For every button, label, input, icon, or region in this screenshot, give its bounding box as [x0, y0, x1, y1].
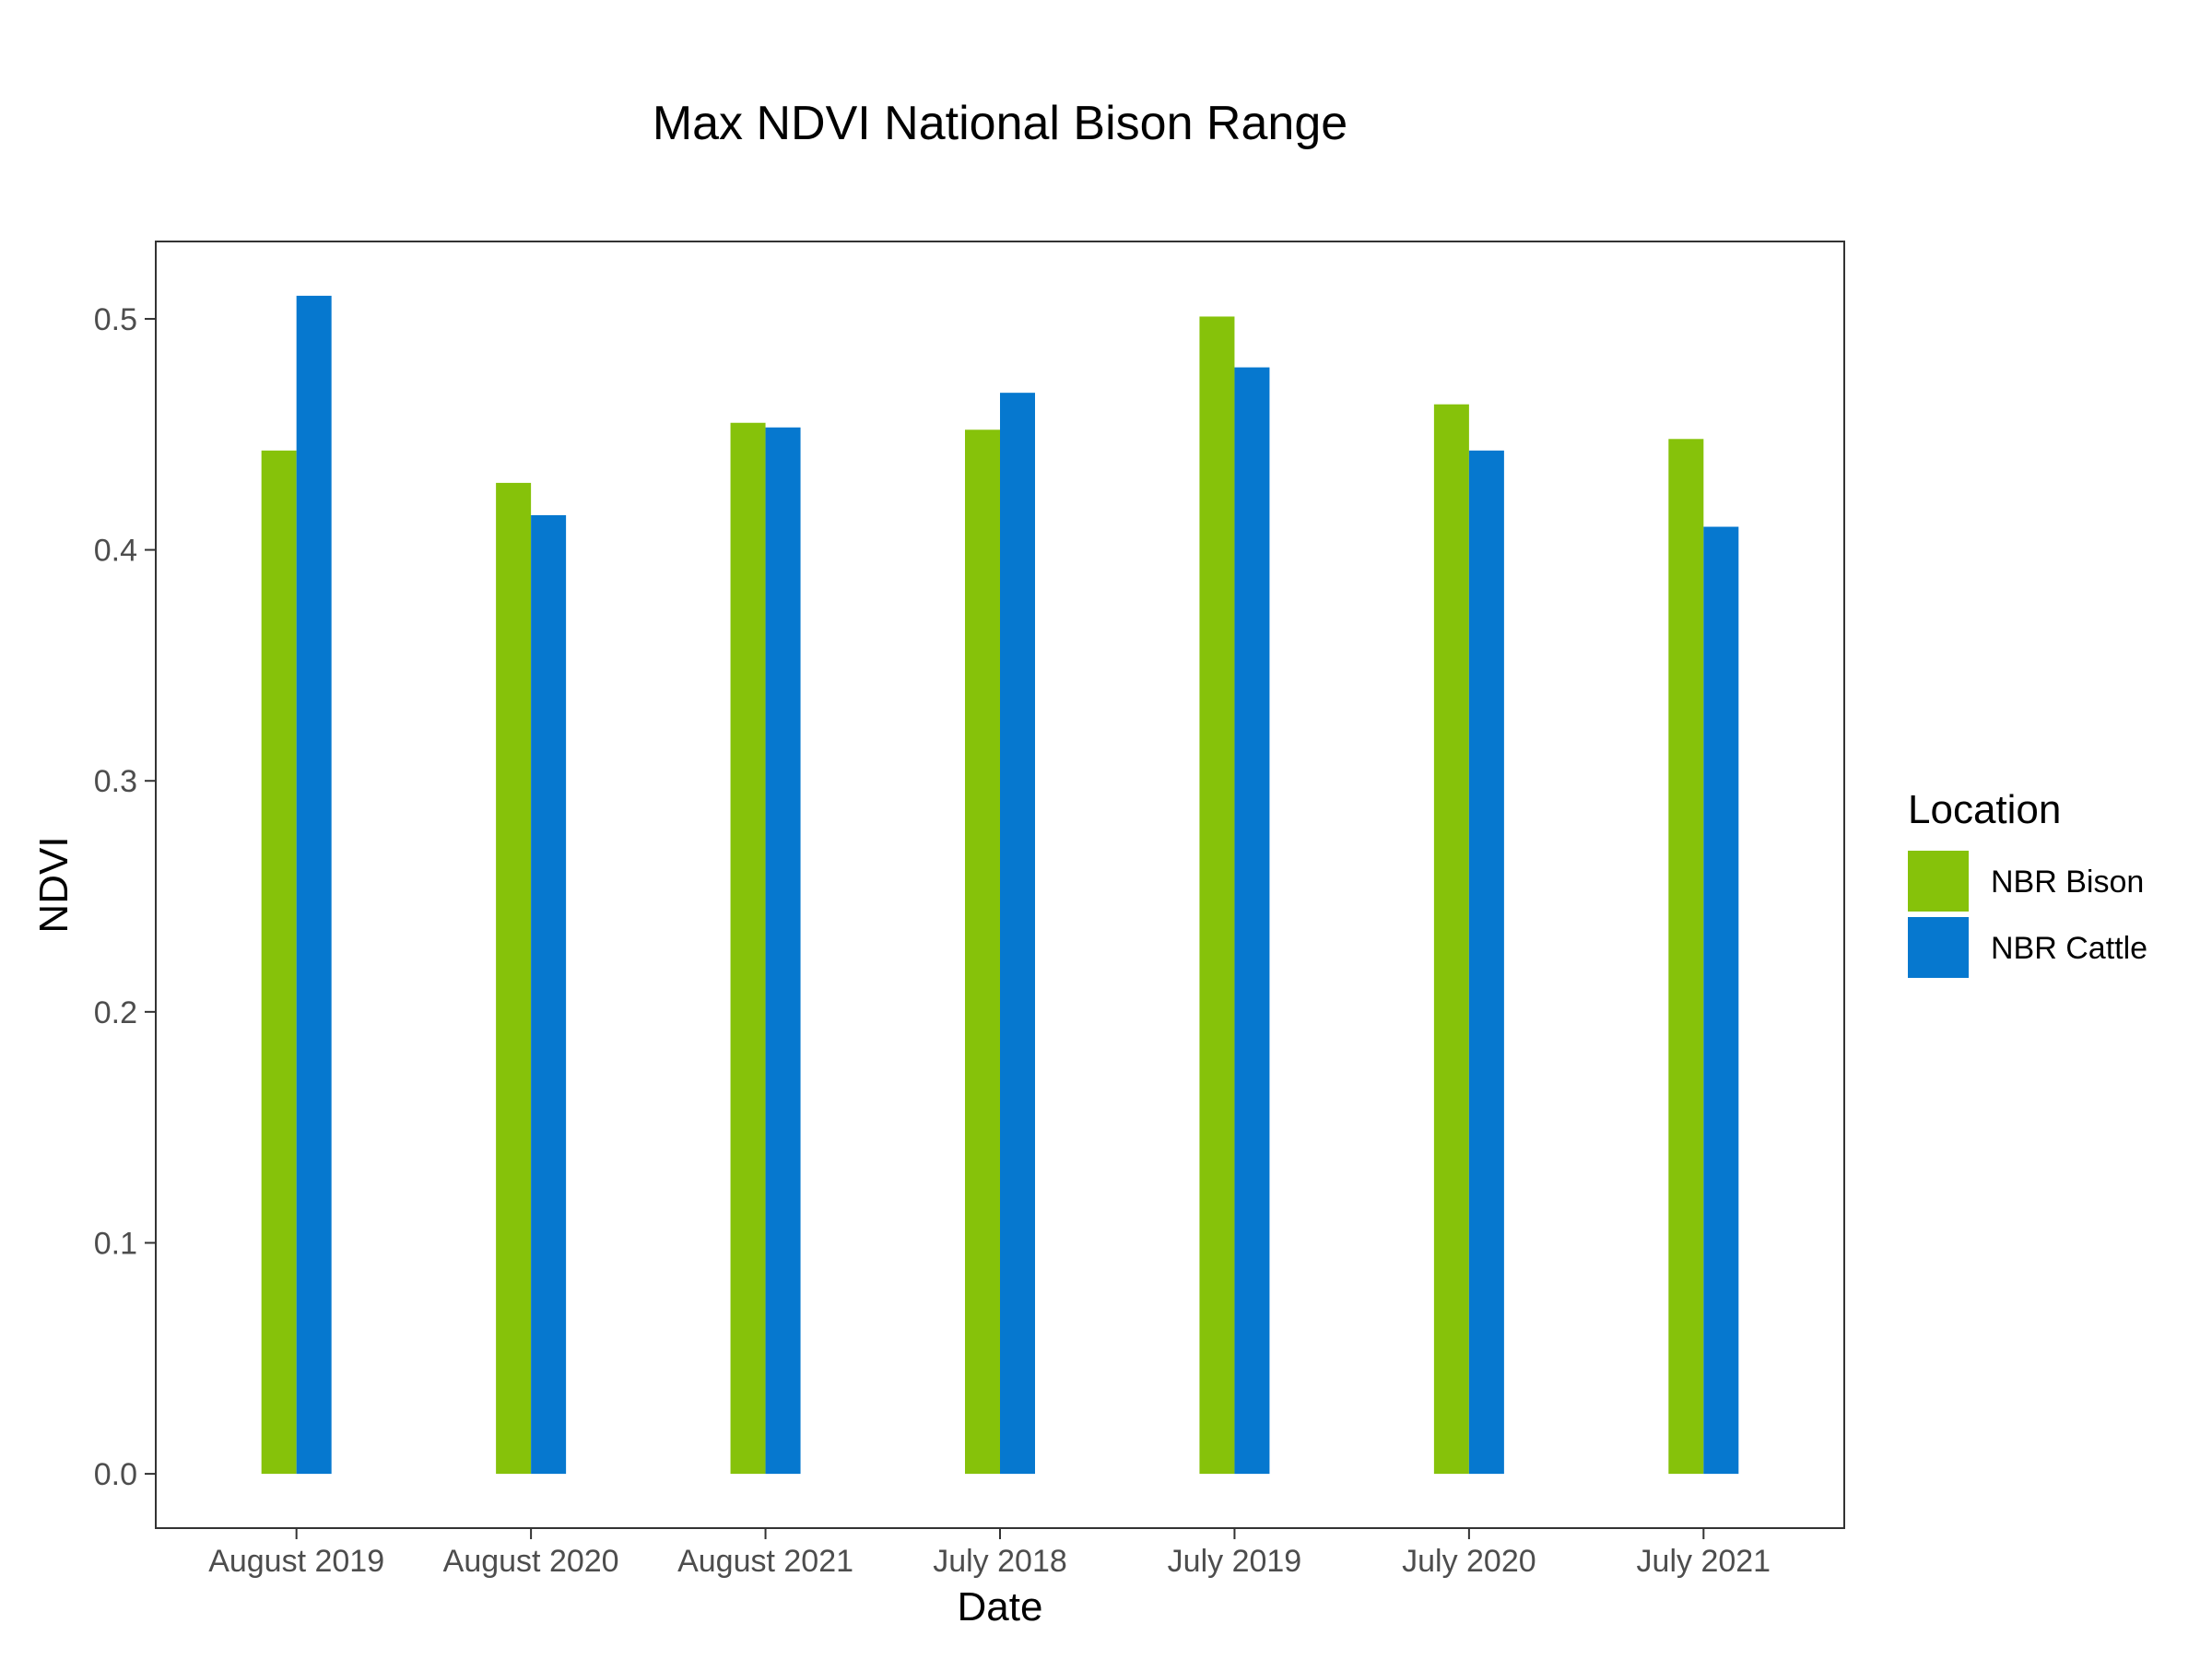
y-tick-label-3: 0.3: [94, 764, 137, 799]
x-tick-label-4: July 2019: [1168, 1544, 1302, 1579]
legend-swatch-0: [1908, 851, 1969, 912]
bar-bison-0: [261, 450, 297, 1475]
bar-bison-4: [1199, 316, 1235, 1475]
x-axis-title: Date: [958, 1584, 1043, 1630]
legend-swatch-1: [1908, 917, 1969, 978]
y-axis-title: NDVI: [31, 836, 76, 933]
bar-bison-1: [496, 482, 532, 1475]
x-tick-label-2: August 2021: [677, 1544, 853, 1579]
x-axis: August 2019 August 2020 August 2021 July 20…: [208, 1528, 1771, 1579]
bars-layer: [261, 295, 1739, 1475]
x-tick-label-5: July 2020: [1402, 1544, 1536, 1579]
x-tick-label-0: August 2019: [208, 1544, 384, 1579]
bar-cattle-6: [1703, 526, 1739, 1475]
y-tick-label-2: 0.2: [94, 995, 137, 1030]
bar-cattle-0: [296, 295, 332, 1475]
y-axis: 0.0 0.1 0.2 0.3 0.4 0.5: [94, 302, 156, 1492]
legend-label-0: NBR Bison: [1991, 865, 2144, 900]
x-tick-label-1: August 2020: [443, 1544, 619, 1579]
bar-bison-6: [1668, 439, 1704, 1475]
bar-cattle-4: [1234, 367, 1270, 1475]
x-tick-label-6: July 2021: [1637, 1544, 1771, 1579]
legend-label-1: NBR Cattle: [1991, 931, 2147, 966]
bar-bison-3: [965, 429, 1000, 1475]
y-tick-label-4: 0.4: [94, 534, 137, 569]
chart-title: Max NDVI National Bison Range: [653, 97, 1347, 150]
bar-cattle-5: [1468, 450, 1504, 1475]
bar-cattle-1: [531, 514, 567, 1475]
y-tick-label-1: 0.1: [94, 1226, 137, 1261]
y-tick-label-5: 0.5: [94, 302, 137, 337]
y-tick-label-0: 0.0: [94, 1457, 137, 1492]
bar-cattle-3: [1000, 393, 1035, 1475]
bar-cattle-2: [765, 427, 801, 1475]
bar-bison-5: [1433, 404, 1469, 1475]
legend: Location NBR Bison NBR Cattle: [1908, 787, 2147, 978]
legend-title: Location: [1908, 787, 2061, 832]
bar-bison-2: [730, 422, 766, 1475]
x-tick-label-3: July 2018: [933, 1544, 1067, 1579]
